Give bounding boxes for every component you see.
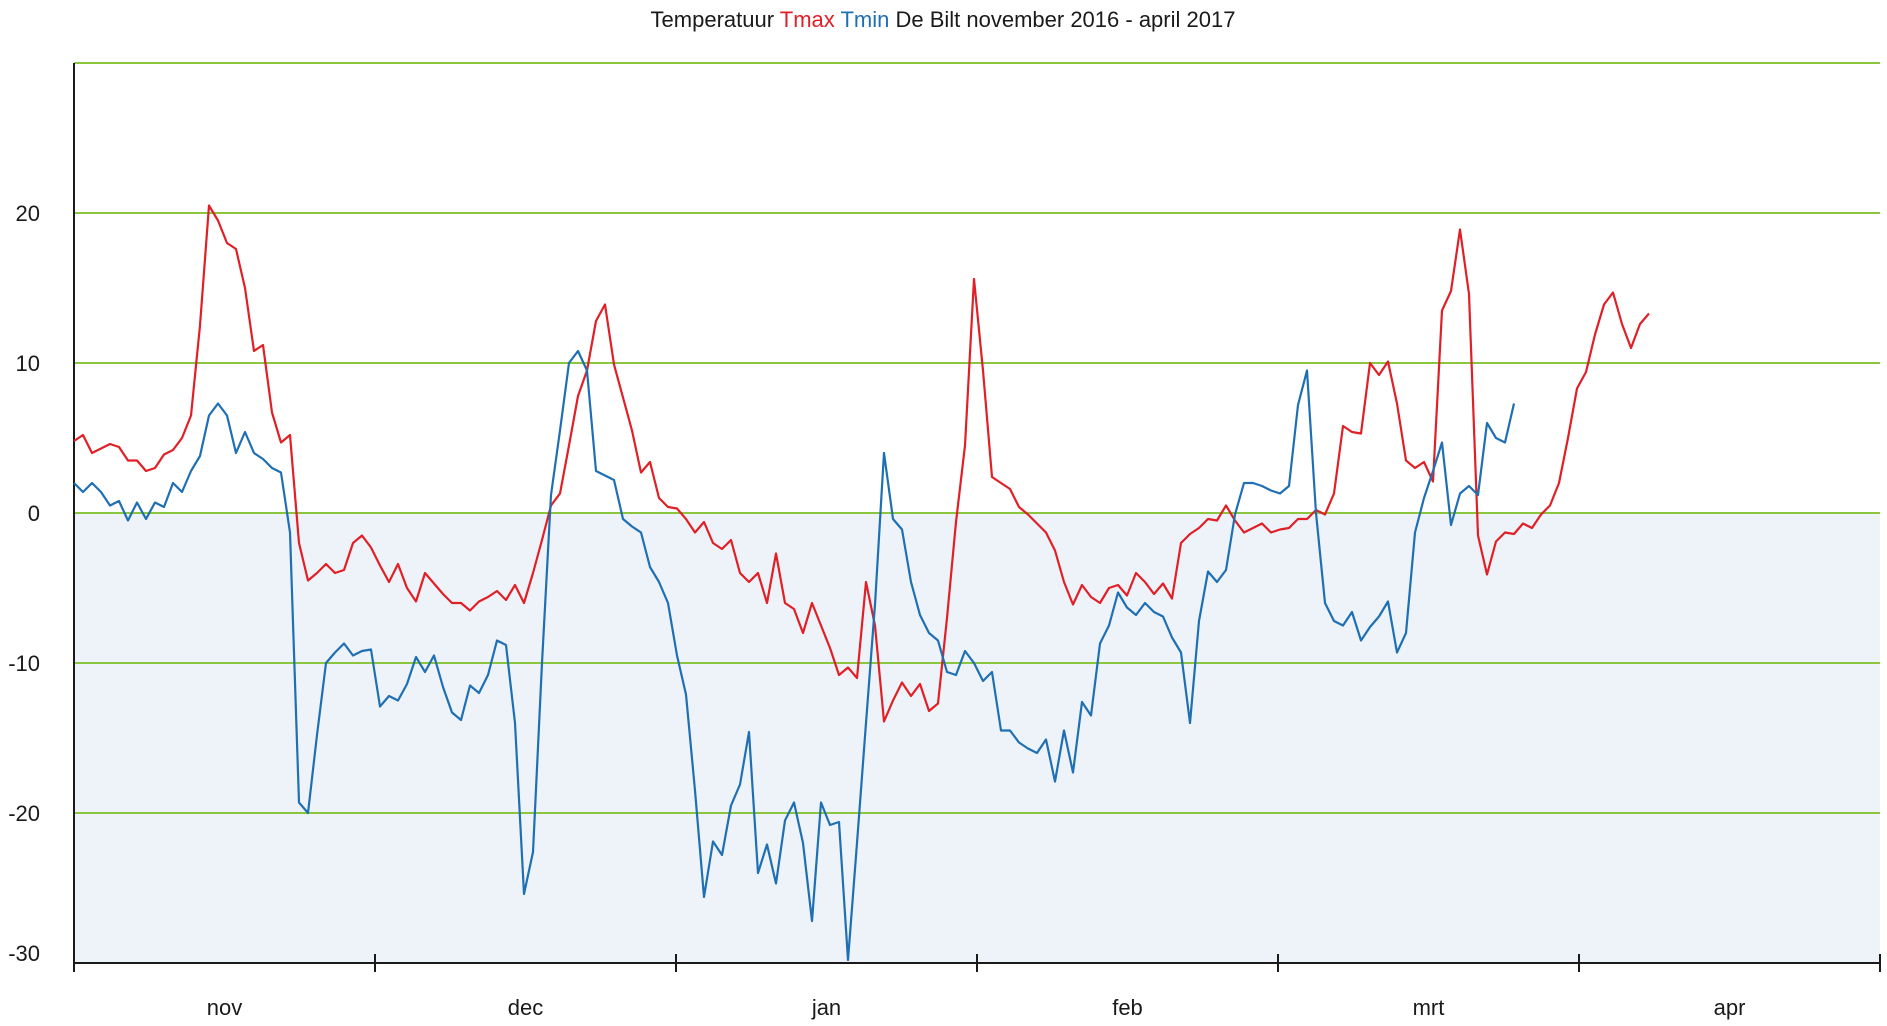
gridlines (74, 62, 1880, 814)
axes (73, 63, 1881, 972)
x-axis-month-labels: nov dec jan feb mrt apr (207, 995, 1746, 1020)
series-line-tmin (73, 349, 1516, 962)
ytick-label: 0 (28, 501, 40, 526)
series-line-tmax (73, 204, 1650, 723)
month-label-dec: dec (508, 995, 543, 1020)
y-axis-tick-labels: 20 10 0 -10 -20 -30 (8, 201, 40, 966)
title-tmin-label: Tmin (840, 7, 889, 32)
month-label-mrt: mrt (1413, 995, 1445, 1020)
chart-title: Temperatuur Tmax Tmin De Bilt november 2… (651, 7, 1236, 32)
title-suffix: De Bilt november 2016 - april 2017 (889, 7, 1235, 32)
negative-region-shade (74, 513, 1880, 963)
month-label-jan: jan (811, 995, 841, 1020)
title-tmax-label: Tmax (780, 7, 835, 32)
title-prefix: Temperatuur (651, 7, 780, 32)
month-label-feb: feb (1112, 995, 1143, 1020)
data-series (73, 204, 1650, 962)
month-label-apr: apr (1714, 995, 1746, 1020)
ytick-label: 10 (16, 351, 40, 376)
ytick-label: -20 (8, 801, 40, 826)
month-label-nov: nov (207, 995, 242, 1020)
ytick-label: -30 (8, 941, 40, 966)
ytick-label: -10 (8, 651, 40, 676)
ytick-label: 20 (16, 201, 40, 226)
